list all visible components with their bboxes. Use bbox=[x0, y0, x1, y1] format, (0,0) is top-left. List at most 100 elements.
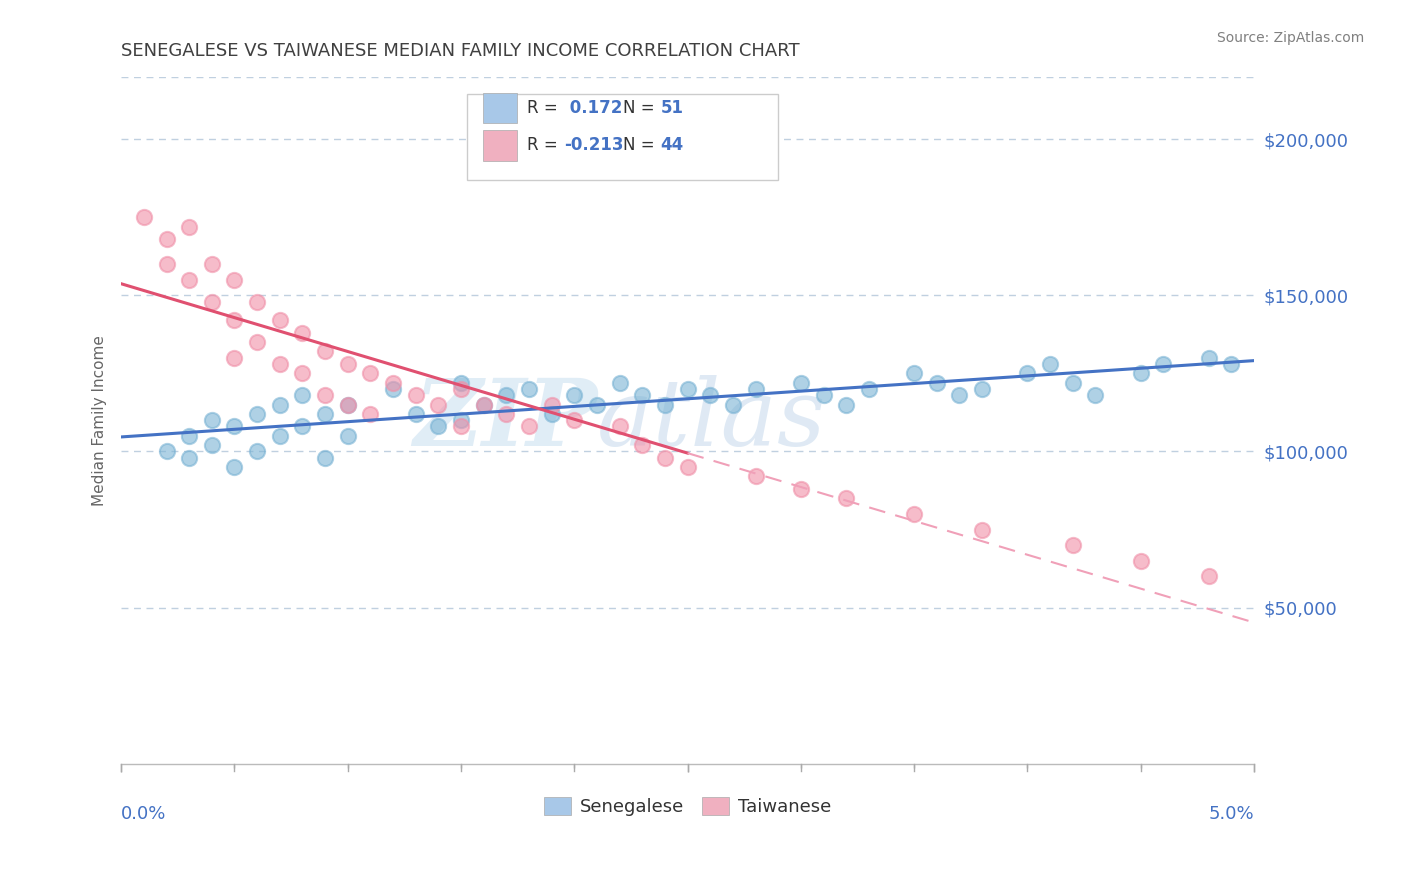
Point bbox=[224, 419, 246, 434]
Text: 5.0%: 5.0% bbox=[1208, 805, 1254, 823]
Point bbox=[314, 407, 336, 421]
Text: -0.213: -0.213 bbox=[564, 136, 624, 154]
Text: R =: R = bbox=[527, 136, 562, 154]
Point bbox=[1062, 538, 1084, 552]
Point bbox=[903, 507, 925, 521]
Point bbox=[155, 444, 177, 458]
Text: R =: R = bbox=[527, 99, 562, 118]
Point bbox=[540, 398, 562, 412]
Point bbox=[450, 382, 472, 396]
Point bbox=[517, 419, 540, 434]
Point bbox=[858, 382, 880, 396]
Point bbox=[246, 294, 269, 309]
Point bbox=[336, 357, 359, 371]
Point bbox=[201, 413, 224, 427]
Point bbox=[609, 376, 631, 390]
Point bbox=[132, 210, 155, 224]
Point bbox=[1129, 367, 1152, 381]
Text: 0.0%: 0.0% bbox=[121, 805, 166, 823]
Point bbox=[246, 444, 269, 458]
Point bbox=[1220, 357, 1243, 371]
Point bbox=[269, 429, 291, 443]
Point bbox=[676, 460, 699, 475]
Point bbox=[676, 382, 699, 396]
Text: 0.172: 0.172 bbox=[564, 99, 623, 118]
Point bbox=[925, 376, 948, 390]
Point bbox=[586, 398, 609, 412]
Point bbox=[246, 407, 269, 421]
Point bbox=[201, 257, 224, 271]
Point bbox=[179, 450, 201, 465]
Text: atlas: atlas bbox=[598, 376, 827, 466]
Point bbox=[382, 382, 405, 396]
Point bbox=[450, 376, 472, 390]
Point bbox=[224, 460, 246, 475]
Text: SENEGALESE VS TAIWANESE MEDIAN FAMILY INCOME CORRELATION CHART: SENEGALESE VS TAIWANESE MEDIAN FAMILY IN… bbox=[121, 42, 800, 60]
Point bbox=[835, 491, 858, 506]
Point bbox=[699, 388, 721, 402]
Point bbox=[540, 407, 562, 421]
Point bbox=[314, 388, 336, 402]
Text: ZIP: ZIP bbox=[413, 376, 598, 466]
Point bbox=[405, 388, 427, 402]
Text: N =: N = bbox=[623, 99, 659, 118]
Point bbox=[269, 398, 291, 412]
Point bbox=[427, 398, 450, 412]
Point bbox=[179, 219, 201, 234]
Point bbox=[450, 413, 472, 427]
Point bbox=[269, 313, 291, 327]
Point bbox=[155, 257, 177, 271]
Point bbox=[224, 272, 246, 286]
Point bbox=[179, 429, 201, 443]
Point bbox=[631, 388, 654, 402]
Point bbox=[246, 335, 269, 350]
Text: N =: N = bbox=[623, 136, 659, 154]
Point bbox=[654, 398, 676, 412]
Point bbox=[744, 382, 766, 396]
Point bbox=[903, 367, 925, 381]
Point bbox=[224, 313, 246, 327]
FancyBboxPatch shape bbox=[482, 130, 516, 161]
Point bbox=[359, 367, 381, 381]
Point bbox=[1152, 357, 1174, 371]
Text: Source: ZipAtlas.com: Source: ZipAtlas.com bbox=[1216, 31, 1364, 45]
Point bbox=[835, 398, 858, 412]
Point bbox=[495, 407, 517, 421]
Point bbox=[1198, 351, 1220, 365]
Point bbox=[405, 407, 427, 421]
Point bbox=[382, 376, 405, 390]
Point bbox=[201, 438, 224, 452]
Point bbox=[1198, 569, 1220, 583]
Point bbox=[427, 419, 450, 434]
Point bbox=[813, 388, 835, 402]
Point bbox=[269, 357, 291, 371]
Point bbox=[1017, 367, 1039, 381]
Point bbox=[1084, 388, 1107, 402]
Point bbox=[291, 419, 314, 434]
Point bbox=[336, 429, 359, 443]
Text: 44: 44 bbox=[661, 136, 683, 154]
Legend: Senegalese, Taiwanese: Senegalese, Taiwanese bbox=[537, 789, 839, 823]
FancyBboxPatch shape bbox=[482, 94, 516, 123]
Point bbox=[336, 398, 359, 412]
Point bbox=[450, 419, 472, 434]
Point bbox=[744, 469, 766, 483]
Point bbox=[948, 388, 970, 402]
Point bbox=[472, 398, 495, 412]
Point bbox=[631, 438, 654, 452]
Point bbox=[495, 388, 517, 402]
Point bbox=[291, 388, 314, 402]
Point bbox=[1039, 357, 1062, 371]
Point bbox=[609, 419, 631, 434]
Point bbox=[1129, 554, 1152, 568]
Text: 51: 51 bbox=[661, 99, 683, 118]
FancyBboxPatch shape bbox=[467, 94, 778, 179]
Point bbox=[1062, 376, 1084, 390]
Point bbox=[314, 344, 336, 359]
Point bbox=[562, 388, 585, 402]
Point bbox=[972, 523, 994, 537]
Y-axis label: Median Family Income: Median Family Income bbox=[93, 334, 107, 506]
Point bbox=[654, 450, 676, 465]
Point bbox=[359, 407, 381, 421]
Point bbox=[472, 398, 495, 412]
